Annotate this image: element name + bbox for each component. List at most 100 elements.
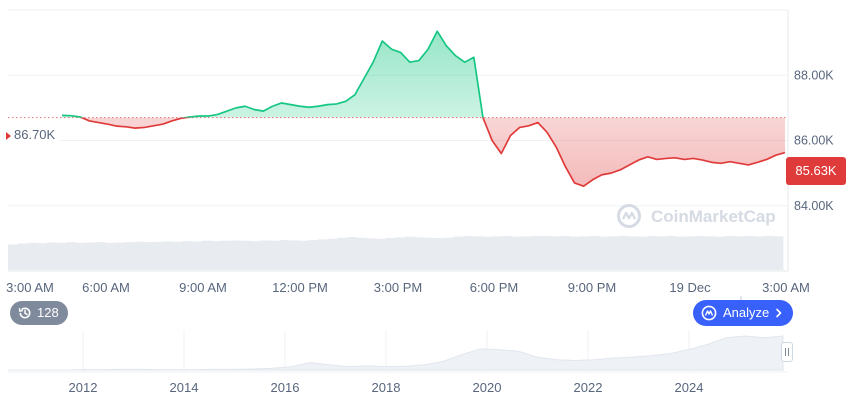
- volume-bar: [695, 236, 706, 270]
- volume-bar: [347, 237, 358, 270]
- volume-bar: [356, 237, 367, 270]
- volume-bar: [75, 242, 86, 270]
- navigator-year-label: 2024: [675, 380, 704, 395]
- volume-bar: [56, 242, 67, 270]
- volume-bar: [434, 238, 445, 270]
- volume-bar: [8, 244, 19, 270]
- x-axis-labels: 3:00 AM 6:00 AM 9:00 AM 12:00 PM 3:00 PM 6:00…: [6, 280, 810, 295]
- price-area-fills: [62, 31, 785, 187]
- volume-bar: [66, 242, 77, 270]
- volume-bar: [637, 236, 648, 270]
- navigator-year-label: 2022: [574, 380, 603, 395]
- volume-bar: [240, 240, 251, 270]
- volume-bar: [133, 241, 145, 270]
- volume-bar: [763, 236, 774, 270]
- volume-bars: [8, 236, 784, 270]
- analyze-button[interactable]: Analyze: [693, 300, 794, 326]
- volume-bar: [773, 236, 784, 270]
- x-tick-label: 12:00 PM: [272, 280, 328, 295]
- chevron-right-icon: [776, 308, 782, 318]
- volume-bar: [395, 237, 406, 270]
- x-tick-label: 9:00 AM: [179, 280, 227, 295]
- coinmarketcap-watermark: CoinMarketCap: [617, 204, 776, 228]
- watermark-brand-text: CoinMarketCap: [651, 207, 776, 226]
- events-count-text: 128: [37, 305, 59, 320]
- volume-bar: [376, 238, 387, 270]
- range-slider-handle[interactable]: [781, 342, 793, 362]
- navigator-year-label: 2018: [372, 380, 401, 395]
- volume-bar: [405, 236, 416, 270]
- y-tick-label: 84.00K: [794, 199, 834, 213]
- price-line-above: [61, 30, 484, 118]
- volume-bar: [182, 241, 193, 270]
- price-line-series: [61, 30, 786, 188]
- x-tick-label: 19 Dec: [669, 280, 711, 295]
- open-price-label: 86.70K: [0, 125, 62, 145]
- volume-bar: [666, 236, 677, 270]
- volume-bar: [589, 236, 600, 270]
- navigator-year-label: 2012: [69, 380, 98, 395]
- volume-bar: [269, 240, 280, 270]
- volume-bar: [724, 236, 735, 270]
- volume-bar: [327, 238, 338, 270]
- x-tick-label: 9:00 PM: [568, 280, 616, 295]
- volume-bar: [424, 237, 435, 270]
- volume-bar: [531, 236, 542, 270]
- volume-bar: [618, 236, 629, 270]
- volume-bar: [318, 239, 329, 270]
- volume-bar: [46, 242, 57, 270]
- volume-bar: [221, 240, 232, 270]
- volume-bar: [443, 237, 455, 270]
- range-navigator[interactable]: 2012 2014 2016 2018 2020 2022 2024: [8, 296, 788, 395]
- navigator-year-labels: 2012 2014 2016 2018 2020 2022 2024: [69, 380, 704, 395]
- volume-bar: [298, 240, 309, 270]
- volume-bar: [414, 237, 425, 270]
- price-line-below: [78, 117, 786, 188]
- current-price-badge: 85.63K: [786, 157, 846, 185]
- volume-bar: [463, 236, 474, 270]
- volume-bar: [598, 236, 610, 270]
- volume-bar: [502, 236, 513, 270]
- area-below-open: [81, 117, 785, 187]
- volume-bar: [657, 236, 668, 270]
- volume-bar: [201, 240, 212, 270]
- volume-bar: [230, 240, 241, 270]
- volume-bar: [114, 242, 125, 270]
- open-price-marker: [6, 132, 11, 140]
- x-tick-label: 3:00 AM: [6, 280, 54, 295]
- volume-bar: [288, 240, 300, 270]
- volume-bar: [569, 236, 580, 270]
- volume-bar: [211, 241, 222, 270]
- volume-bar: [250, 241, 261, 270]
- volume-bar: [550, 236, 561, 270]
- volume-bar: [259, 240, 270, 270]
- navigator-history-area: [8, 335, 784, 371]
- y-tick-label: 86.00K: [794, 134, 834, 148]
- volume-bar: [37, 243, 48, 270]
- x-tick-label: 3:00 PM: [374, 280, 422, 295]
- volume-bar: [143, 242, 154, 270]
- volume-bar: [734, 236, 745, 270]
- volume-bar: [308, 240, 319, 270]
- history-clock-icon: [18, 307, 31, 319]
- volume-bar: [153, 241, 164, 270]
- volume-bar: [17, 243, 28, 270]
- coinmarketcap-logo-icon: [617, 204, 641, 228]
- volume-bar: [85, 242, 96, 270]
- ai-sparkle-icon: [701, 305, 717, 321]
- x-tick-label: 6:00 AM: [82, 280, 130, 295]
- events-count-chip[interactable]: 128: [10, 301, 68, 325]
- volume-bar: [192, 241, 203, 270]
- volume-bar: [647, 236, 658, 270]
- volume-bar: [482, 236, 493, 270]
- volume-bar: [521, 236, 532, 270]
- y-axis-labels: 84.00K 86.00K 88.00K: [794, 68, 834, 213]
- volume-bar: [95, 242, 106, 270]
- volume-bar: [366, 238, 377, 270]
- volume-bar: [705, 236, 716, 270]
- volume-bar: [715, 236, 726, 270]
- volume-bar: [172, 241, 183, 270]
- analyze-button-label: Analyze: [723, 305, 770, 320]
- volume-bar: [453, 236, 464, 270]
